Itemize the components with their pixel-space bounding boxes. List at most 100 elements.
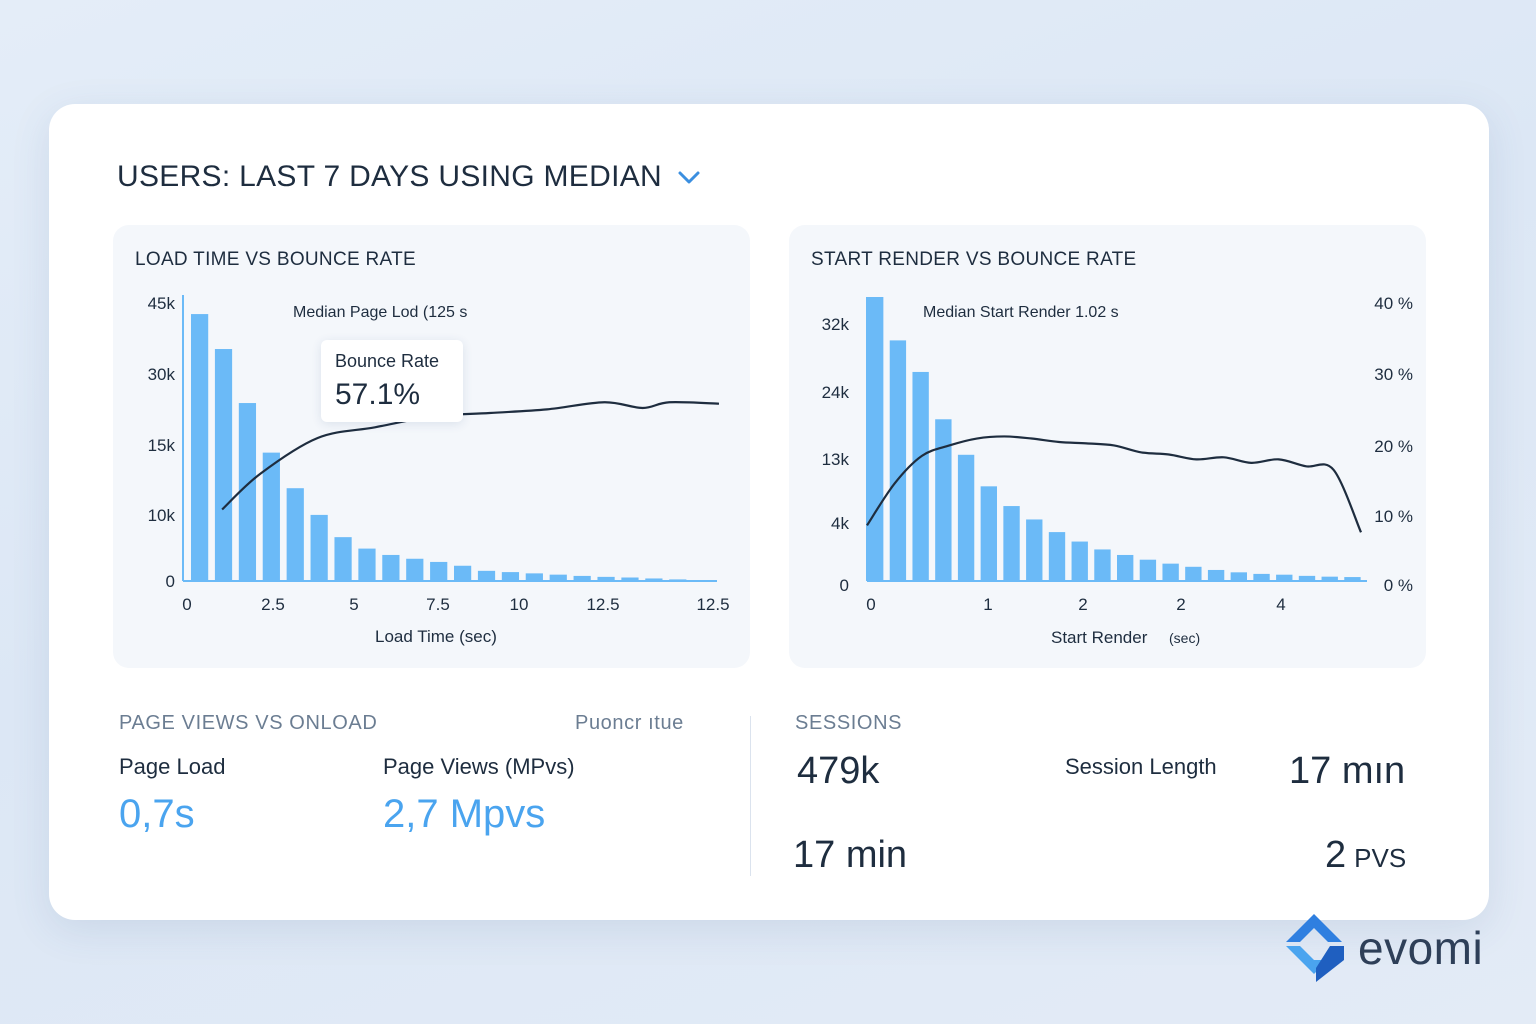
- histogram-bar: [1139, 559, 1157, 581]
- y2-tick-label: 40 %: [1374, 294, 1413, 313]
- y-tick-label: 15k: [148, 436, 176, 455]
- bounce-rate-line: [866, 435, 1363, 533]
- x-axis-unit: (sec): [1169, 630, 1200, 646]
- dashboard-card: USERS: LAST 7 DAYS USING MEDIAN LOAD TIM…: [49, 104, 1489, 920]
- x-tick-label: 7.5: [426, 595, 450, 614]
- histogram-bar: [573, 575, 591, 581]
- histogram-bar: [1207, 569, 1225, 581]
- evomi-logo: evomi: [1280, 912, 1483, 984]
- histogram-bar: [358, 548, 376, 581]
- y-tick-label: 10k: [148, 506, 176, 525]
- x-tick-label: 5: [349, 595, 358, 614]
- tooltip-label: Bounce Rate: [335, 351, 440, 371]
- histogram-bar: [645, 578, 663, 581]
- start-render-chart: 0 4k 13k 24k 32k 0 % 10 % 20 % 30 % 40 % 0 1 2 2 4 M…: [822, 294, 1413, 647]
- dashboard-header[interactable]: USERS: LAST 7 DAYS USING MEDIAN: [117, 160, 702, 194]
- histogram-bar: [238, 403, 257, 581]
- histogram-bar: [1344, 577, 1361, 581]
- y-tick-label: 0: [840, 576, 849, 595]
- x-tick-label: 2: [1078, 595, 1087, 614]
- bounce-rate-line: [221, 400, 720, 511]
- median-page-load-annotation: Median Page Lod (125 s: [293, 304, 467, 321]
- histogram-bar: [621, 577, 639, 581]
- y2-tick-label: 30 %: [1374, 365, 1413, 384]
- x-tick-label: 4: [1276, 595, 1285, 614]
- histogram-bar: [454, 565, 472, 581]
- histogram-bar: [597, 576, 615, 581]
- page-views-section-title: PAGE VIEWS VS ONLOAD: [119, 712, 378, 734]
- page-views-label: Page Views (MPvs): [383, 754, 575, 779]
- histogram-bar: [1253, 573, 1270, 581]
- histogram-bar: [191, 314, 209, 581]
- histogram-bar: [1026, 519, 1043, 581]
- histogram-bar: [1003, 506, 1020, 581]
- histogram-bar: [477, 570, 496, 581]
- pvs-metric: 2 PVS: [1325, 834, 1406, 877]
- histogram-bar: [382, 554, 400, 581]
- y-tick-label: 30k: [148, 365, 176, 384]
- pvs-number: 2: [1325, 834, 1347, 876]
- session-time-value: 17 min: [793, 834, 908, 876]
- histogram-bar: [549, 574, 567, 581]
- histogram-bar: [406, 558, 424, 581]
- histogram-bar: [262, 452, 280, 581]
- histogram-bar: [1071, 541, 1088, 581]
- histogram-bar: [889, 340, 907, 581]
- y2-tick-label: 0 %: [1384, 576, 1413, 595]
- session-length-value: 17 mın: [1289, 750, 1406, 792]
- histogram-bar: [525, 573, 543, 581]
- page-load-label: Page Load: [119, 754, 226, 779]
- evomi-logo-icon: [1286, 914, 1344, 982]
- x-tick-label: 12.5: [586, 595, 619, 614]
- histogram-bar: [334, 537, 352, 581]
- histogram-bar: [957, 454, 975, 581]
- x-tick-label: 2: [1176, 595, 1185, 614]
- histogram-bar: [1321, 576, 1338, 581]
- bounce-rate-tooltip: Bounce Rate 57.1%: [321, 340, 463, 422]
- histogram-bar: [980, 486, 997, 581]
- y-tick-label: 45k: [148, 294, 176, 313]
- chevron-down-icon[interactable]: [676, 164, 702, 190]
- histogram-bar: [1185, 566, 1202, 581]
- x-tick-label: 1: [983, 595, 992, 614]
- histogram-bar: [693, 580, 711, 581]
- x-tick-label: 0: [866, 595, 875, 614]
- x-tick-label: 0: [182, 595, 191, 614]
- y-tick-label: 13k: [822, 450, 850, 469]
- pvs-unit: PVS: [1354, 843, 1407, 873]
- x-tick-label: 10: [510, 595, 529, 614]
- x-tick-label: 2.5: [261, 595, 285, 614]
- histogram-bar: [430, 561, 448, 581]
- session-length-label: Session Length: [1065, 754, 1217, 779]
- page-title: USERS: LAST 7 DAYS USING MEDIAN: [117, 160, 662, 193]
- median-start-render-annotation: Median Start Render 1.02 s: [923, 304, 1119, 321]
- load-time-chart: 0 10k 15k 30k 45k 0 2.5 5 7.5 10 12.5 12.5 Median …: [148, 294, 730, 646]
- tooltip-value: 57.1%: [335, 378, 421, 411]
- start-render-chart-panel: START RENDER VS BOUNCE RATE 0 4k 13k 24k 32k…: [789, 225, 1426, 668]
- histogram-bar: [1162, 563, 1179, 581]
- page-views-section-aside: Puoncr ıtue: [575, 712, 684, 734]
- load-time-chart-title: LOAD TIME VS BOUNCE RATE: [135, 249, 416, 270]
- x-axis-label: Load Time (sec): [375, 627, 497, 646]
- y-tick-label: 24k: [822, 383, 850, 402]
- histogram-bar: [935, 419, 952, 581]
- histogram-bar: [669, 579, 687, 581]
- histogram-bar: [867, 297, 884, 581]
- y-tick-label: 4k: [831, 514, 849, 533]
- histogram-bar: [912, 371, 929, 581]
- page-load-value: 0,7s: [119, 792, 195, 836]
- histogram-bar: [1230, 572, 1247, 581]
- logo-text: evomi: [1358, 922, 1484, 974]
- sessions-count: 479k: [797, 750, 880, 792]
- histogram-bar: [1094, 549, 1111, 581]
- x-axis-label: Start Render: [1051, 628, 1148, 647]
- histogram-bar: [501, 572, 520, 581]
- load-time-chart-panel: LOAD TIME VS BOUNCE RATE 0 10k 15k 30k 45k 0…: [113, 225, 750, 668]
- histogram-bar: [214, 349, 233, 581]
- sessions-section-title: SESSIONS: [795, 712, 903, 734]
- x-tick-label: 12.5: [696, 595, 729, 614]
- y2-tick-label: 20 %: [1374, 437, 1413, 456]
- start-render-chart-title: START RENDER VS BOUNCE RATE: [811, 249, 1137, 270]
- histogram-bar: [1048, 532, 1066, 581]
- histogram-bar: [1276, 574, 1293, 581]
